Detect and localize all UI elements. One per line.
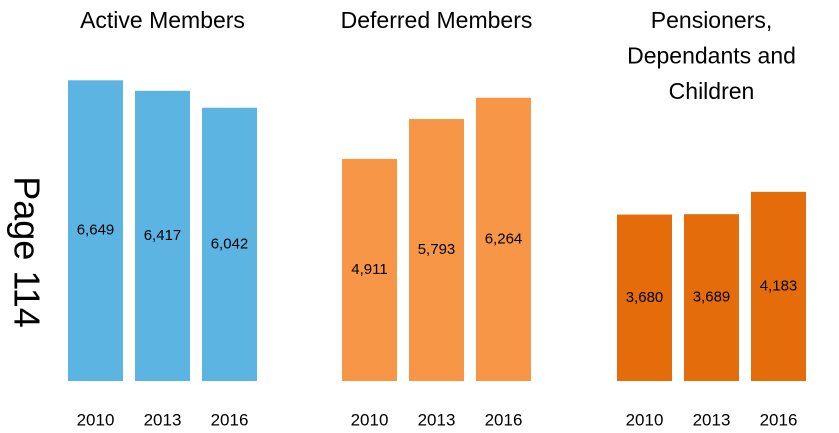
bar — [342, 158, 397, 381]
panel-title: Active Members — [80, 7, 245, 33]
bar — [135, 90, 190, 382]
x-tick-label: 2016 — [485, 410, 523, 429]
bar — [68, 80, 123, 381]
value-label: 6,649 — [77, 222, 115, 239]
bar — [617, 214, 672, 381]
x-tick-label: 2010 — [351, 410, 389, 429]
bar — [409, 119, 464, 381]
bar — [202, 107, 257, 381]
x-tick-label: 2016 — [760, 410, 798, 429]
value-label: 5,793 — [418, 241, 456, 258]
panel-title: Deferred Members — [341, 7, 533, 33]
value-label: 3,689 — [693, 289, 731, 306]
x-tick-label: 2010 — [77, 410, 115, 429]
bar — [751, 191, 806, 381]
x-tick-label: 2013 — [418, 410, 456, 429]
value-label: 4,183 — [760, 277, 798, 294]
value-label: 6,042 — [211, 235, 249, 252]
value-label: 4,911 — [351, 261, 387, 278]
page-label: Page 114 — [6, 176, 47, 327]
panel-title: Pensioners, Dependants and Children — [627, 7, 796, 104]
value-label: 3,680 — [626, 289, 664, 306]
x-tick-label: 2013 — [144, 410, 182, 429]
x-tick-label: 2013 — [693, 410, 731, 429]
bar — [476, 97, 531, 381]
x-tick-label: 2010 — [626, 410, 664, 429]
value-label: 6,417 — [144, 227, 182, 244]
x-tick-label: 2016 — [211, 410, 249, 429]
bar — [684, 214, 739, 381]
value-label: 6,264 — [485, 230, 523, 247]
